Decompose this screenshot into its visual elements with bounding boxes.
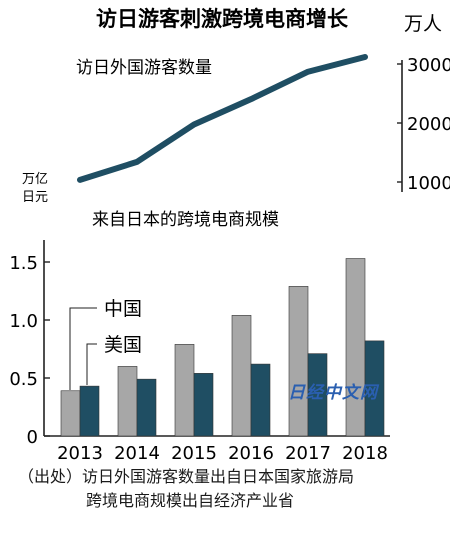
watermark: 日经中文网 bbox=[288, 383, 378, 403]
bar-usa bbox=[79, 385, 100, 437]
x-tick-label: 2014 bbox=[114, 443, 160, 464]
bar-y-unit-line2: 日元 bbox=[22, 190, 48, 205]
bar-china bbox=[117, 366, 138, 437]
bar-usa bbox=[250, 363, 271, 437]
source-line-2: 跨境电商规模出自经济产业省 bbox=[86, 491, 295, 510]
legend-usa-label: 美国 bbox=[104, 334, 142, 356]
bar-usa bbox=[193, 373, 214, 437]
bar-china bbox=[174, 344, 195, 437]
line-y-tick-label: 2000 bbox=[407, 114, 450, 135]
bar-usa bbox=[364, 340, 385, 437]
bar-y-tick-label: 0.5 bbox=[9, 369, 38, 390]
x-tick-label: 2018 bbox=[342, 443, 388, 464]
x-tick-label: 2016 bbox=[228, 443, 274, 464]
bar-chart-title: 来自日本的跨境电商规模 bbox=[92, 210, 279, 230]
legend-china-leader bbox=[69, 307, 97, 390]
bar-china bbox=[231, 315, 252, 437]
bar-y-unit-line1: 万亿 bbox=[22, 172, 48, 187]
bar-usa bbox=[136, 378, 157, 437]
tourist-line-chart: 访日外国游客数量 万人 1000 2000 3000 bbox=[76, 13, 450, 194]
bar-y-tick-label: 1.0 bbox=[9, 311, 38, 332]
bar-china bbox=[60, 390, 81, 437]
bar-china bbox=[345, 258, 366, 437]
x-tick-label: 2015 bbox=[171, 443, 217, 464]
x-tick-label: 2013 bbox=[57, 443, 103, 464]
bar-y-tick-label: 0 bbox=[27, 427, 38, 448]
ecommerce-bar-chart: 来自日本的跨境电商规模 万亿 日元 0 0.5 1.0 1.5 2013 2014 201… bbox=[9, 172, 390, 464]
line-y-tick-label: 3000 bbox=[407, 55, 450, 76]
legend-china-label: 中国 bbox=[104, 298, 142, 320]
tourist-series-line bbox=[77, 53, 368, 183]
line-y-unit: 万人 bbox=[404, 13, 442, 35]
bar-china bbox=[288, 286, 309, 437]
legend-usa-leader bbox=[86, 343, 97, 385]
source-line-1: （出处）访日外国游客数量出自日本国家旅游局 bbox=[18, 467, 355, 486]
bar-y-tick-label: 1.5 bbox=[9, 253, 38, 274]
bar-usa bbox=[307, 353, 328, 437]
line-chart-title: 访日外国游客数量 bbox=[76, 58, 212, 78]
chart-title: 访日游客刺激跨境电商增长 bbox=[96, 7, 349, 31]
x-tick-label: 2017 bbox=[285, 443, 331, 464]
line-y-tick-label: 1000 bbox=[407, 173, 450, 194]
